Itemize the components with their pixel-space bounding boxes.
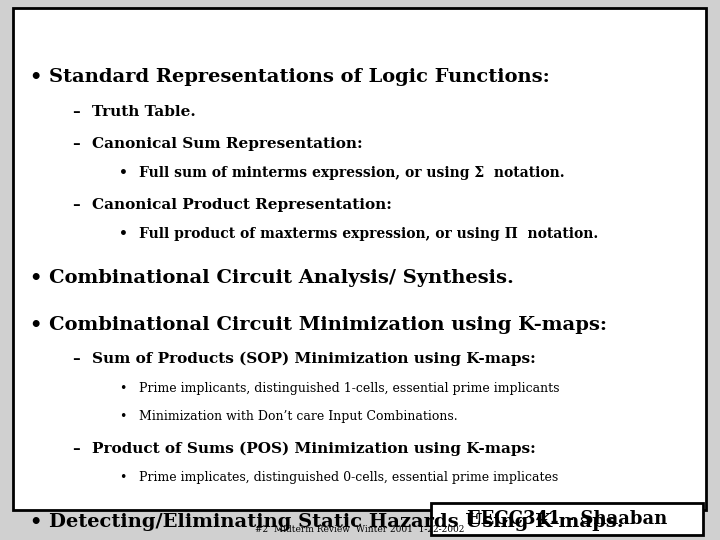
Text: Full sum of minterms expression, or using Σ  notation.: Full sum of minterms expression, or usin… [139, 166, 564, 180]
Text: –: – [72, 352, 80, 366]
Text: –: – [72, 198, 80, 212]
Text: •: • [29, 269, 41, 287]
Text: •: • [119, 166, 127, 180]
Text: Minimization with Don’t care Input Combinations.: Minimization with Don’t care Input Combi… [139, 410, 458, 423]
Text: Canonical Product Representation:: Canonical Product Representation: [92, 198, 392, 212]
Text: –: – [72, 137, 80, 151]
Text: Standard Representations of Logic Functions:: Standard Representations of Logic Functi… [49, 68, 549, 86]
Text: •: • [29, 68, 41, 86]
Text: Detecting/Eliminating Static Hazards Using K-maps.: Detecting/Eliminating Static Hazards Usi… [49, 512, 624, 531]
Text: •: • [29, 512, 41, 531]
Text: •: • [119, 410, 126, 423]
Text: •: • [119, 227, 127, 241]
Text: Full product of maxterms expression, or using Π  notation.: Full product of maxterms expression, or … [139, 227, 598, 241]
Text: •: • [119, 382, 126, 395]
Text: #2  Midterm Review  Winter 2001  1-22-2002: #2 Midterm Review Winter 2001 1-22-2002 [256, 525, 464, 534]
Text: EECC341 - Shaaban: EECC341 - Shaaban [467, 510, 667, 528]
Text: Combinational Circuit Minimization using K-maps:: Combinational Circuit Minimization using… [49, 315, 607, 334]
Text: Product of Sums (POS) Minimization using K-maps:: Product of Sums (POS) Minimization using… [92, 442, 536, 456]
Text: Sum of Products (SOP) Minimization using K-maps:: Sum of Products (SOP) Minimization using… [92, 352, 536, 366]
Text: –: – [72, 105, 80, 119]
Text: –: – [72, 442, 80, 456]
Text: Prime implicates, distinguished 0-cells, essential prime implicates: Prime implicates, distinguished 0-cells,… [139, 471, 558, 484]
Text: •: • [29, 315, 41, 334]
Text: Truth Table.: Truth Table. [92, 105, 196, 119]
Text: Prime implicants, distinguished 1-cells, essential prime implicants: Prime implicants, distinguished 1-cells,… [139, 382, 559, 395]
Text: Combinational Circuit Analysis/ Synthesis.: Combinational Circuit Analysis/ Synthesi… [49, 269, 514, 287]
Text: •: • [119, 471, 126, 484]
Text: Canonical Sum Representation:: Canonical Sum Representation: [92, 137, 363, 151]
